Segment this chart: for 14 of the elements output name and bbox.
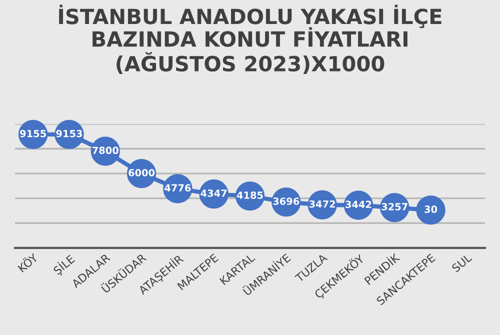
data-label: 7800 bbox=[92, 146, 118, 154]
data-label: 9153 bbox=[56, 130, 82, 138]
data-label: 4776 bbox=[164, 184, 191, 192]
data-label: 3472 bbox=[309, 200, 335, 208]
data-label: 3442 bbox=[346, 200, 372, 208]
data-label: 4185 bbox=[236, 191, 263, 199]
data-label: 4347 bbox=[200, 189, 227, 197]
chart-title: İSTANBUL ANADOLU YAKASI İLÇE BAZINDA KONUT FİYATLARI (AĞUSTOS 2023)X1000 bbox=[59, 4, 442, 74]
data-label: 3696 bbox=[273, 198, 300, 205]
x-tick-label: SUL bbox=[451, 252, 472, 273]
annotation: 30 bbox=[424, 206, 438, 213]
data-label: 6000 bbox=[128, 168, 155, 176]
data-label: 3257 bbox=[382, 202, 408, 210]
data-label: 9155 bbox=[20, 130, 46, 138]
